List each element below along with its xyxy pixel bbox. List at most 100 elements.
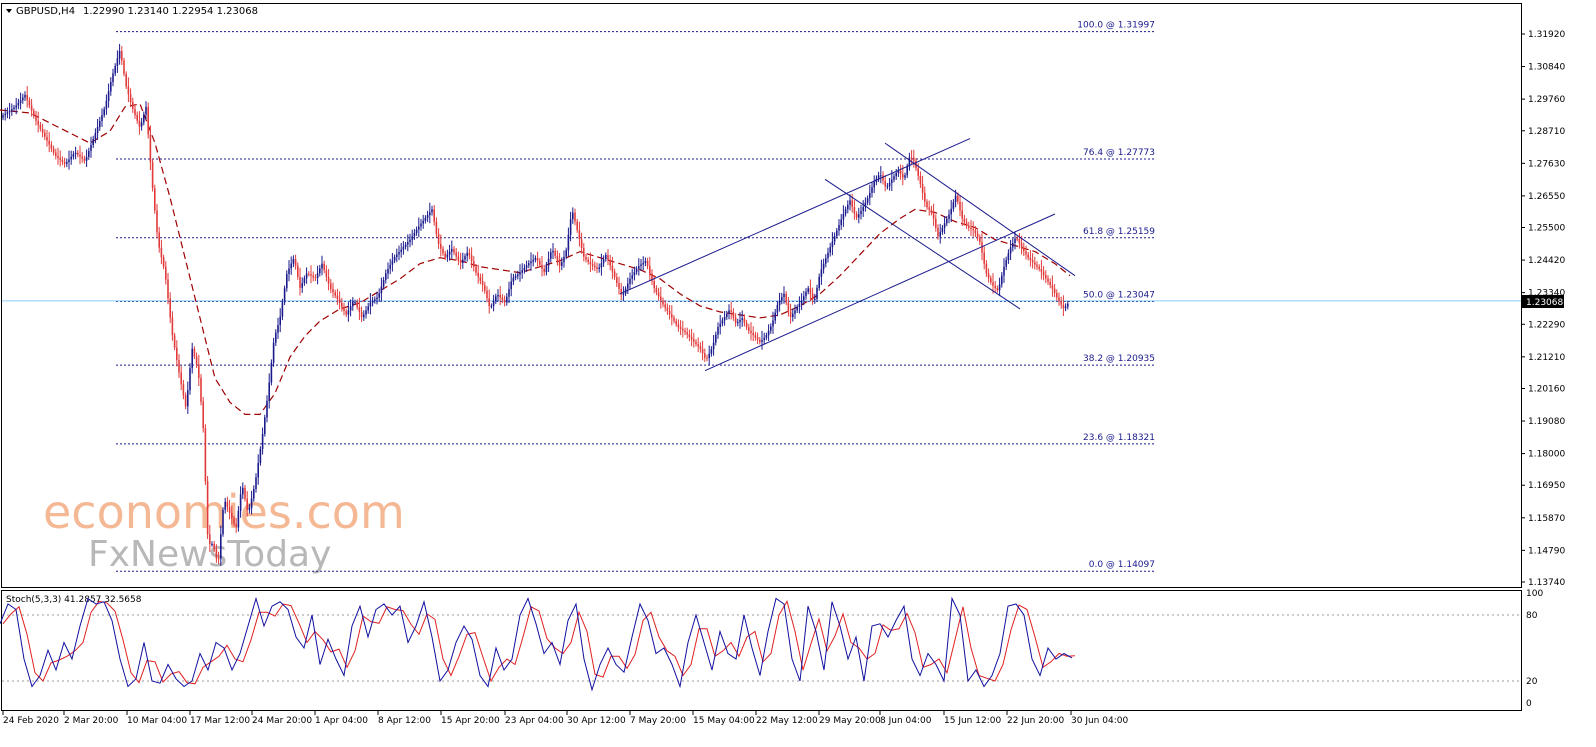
- candle-body: [514, 276, 517, 278]
- candle-body: [1047, 278, 1049, 282]
- symbol-dropdown-icon[interactable]: [6, 9, 12, 13]
- stoch-tick-label: 0: [1526, 699, 1532, 709]
- candle-body: [864, 202, 867, 207]
- candle-body: [1025, 251, 1027, 255]
- candle-body: [244, 487, 246, 499]
- trend-channels[interactable]: [619, 138, 1076, 372]
- candle-body: [143, 114, 145, 123]
- candle-body: [294, 259, 297, 266]
- candle-body: [415, 229, 418, 233]
- candle-body: [739, 320, 741, 323]
- candle-body: [134, 109, 136, 115]
- candle-body: [935, 218, 937, 228]
- candle-body: [321, 263, 323, 269]
- candle-body: [6, 112, 9, 114]
- candle-body: [653, 281, 655, 289]
- time-tick-label: 15 Jun 12:00: [944, 716, 1001, 726]
- candle-body: [765, 335, 768, 338]
- candle-body: [596, 267, 598, 269]
- candle-body: [642, 262, 644, 265]
- candle-body: [904, 175, 906, 178]
- price-tick-label: 1.16950: [1528, 481, 1565, 491]
- candle-body: [1049, 281, 1051, 286]
- candle-body: [1038, 266, 1040, 269]
- candle-body: [46, 136, 48, 141]
- candle-body: [393, 257, 396, 261]
- candle-body: [363, 314, 365, 318]
- candle-body: [316, 273, 319, 278]
- candle-body: [539, 260, 541, 265]
- candle-body: [462, 259, 464, 263]
- candle-body: [409, 239, 411, 243]
- candle-body: [957, 195, 959, 202]
- candle-body: [770, 326, 772, 331]
- time-tick-label: 17 Mar 12:00: [190, 716, 250, 726]
- candle-body: [679, 327, 682, 329]
- candle-body: [869, 192, 871, 199]
- candle-body: [979, 237, 981, 243]
- candle-body: [708, 353, 710, 359]
- candle-body: [129, 94, 132, 102]
- candle-body: [774, 312, 776, 321]
- candle-body: [195, 356, 198, 365]
- candle-body: [325, 270, 328, 277]
- price-tick-label: 1.21210: [1528, 353, 1565, 363]
- candle-body: [631, 275, 633, 279]
- symbol-label[interactable]: GBPUSD,H4: [16, 6, 75, 17]
- time-tick-label: 1 Apr 04:00: [315, 716, 368, 726]
- candle-body: [1014, 238, 1016, 243]
- candle-body: [620, 288, 622, 295]
- candle-body: [655, 288, 658, 293]
- candle-body: [712, 342, 715, 350]
- price-candles: [2, 43, 1069, 566]
- candle-body: [811, 293, 814, 300]
- candle-body: [649, 266, 651, 274]
- candle-body: [552, 250, 554, 253]
- candle-body: [187, 390, 189, 407]
- candle-body: [154, 188, 156, 211]
- candle-body: [299, 276, 301, 288]
- candle-body: [880, 175, 882, 177]
- candle-body: [1005, 260, 1007, 267]
- candle-body: [787, 302, 790, 312]
- candle-body: [464, 256, 466, 260]
- fib-label: 100.0 @ 1.31997: [1077, 21, 1155, 31]
- candle-body: [622, 293, 625, 295]
- candle-body: [215, 549, 218, 559]
- candle-body: [226, 501, 229, 508]
- candle-body: [55, 152, 57, 156]
- candle-body: [224, 501, 226, 510]
- candle-body: [37, 120, 39, 125]
- time-tick-label: 24 Mar 20:00: [252, 716, 312, 726]
- candle-body: [618, 283, 620, 289]
- candle-body: [805, 291, 807, 297]
- candle-body: [277, 325, 279, 333]
- fib-label: 23.6 @ 1.18321: [1083, 433, 1155, 443]
- candle-body: [52, 148, 55, 153]
- candle-body: [657, 292, 660, 297]
- candle-body: [761, 340, 763, 342]
- candle-body: [466, 252, 468, 257]
- candle-body: [827, 252, 829, 259]
- candle-body: [662, 300, 664, 305]
- candle-body: [459, 260, 462, 263]
- candle-body: [976, 233, 979, 238]
- candle-body: [138, 120, 141, 127]
- candle-body: [270, 362, 273, 383]
- candle-body: [171, 317, 174, 336]
- candle-body: [789, 311, 792, 317]
- candle-body: [48, 140, 50, 145]
- candle-body: [849, 200, 851, 205]
- candle-body: [730, 310, 732, 312]
- candle-body: [583, 248, 585, 257]
- candle-body: [776, 305, 779, 313]
- stoch-tick-label: 80: [1526, 611, 1538, 621]
- candle-body: [561, 262, 563, 266]
- candle-body: [510, 281, 512, 290]
- candle-body: [105, 100, 108, 110]
- candle-body: [532, 259, 534, 262]
- candle-body: [633, 272, 636, 276]
- candle-body: [992, 282, 994, 286]
- channel-upper-rising: [619, 138, 971, 295]
